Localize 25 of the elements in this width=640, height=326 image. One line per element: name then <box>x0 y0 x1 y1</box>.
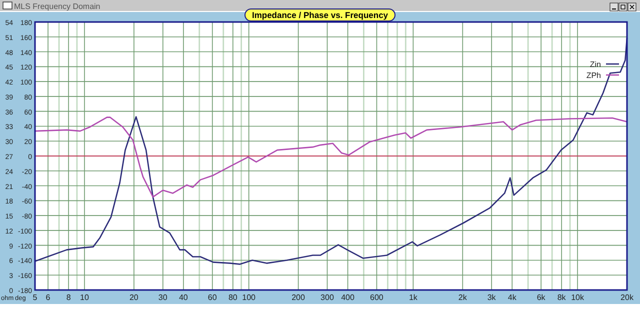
x-tick-label: 20 <box>129 293 139 302</box>
x-tick-label: 8k <box>557 293 567 302</box>
legend-label: ZPh <box>586 71 601 80</box>
x-tick-label: 1k <box>408 293 418 302</box>
text: MLS Frequency Domain <box>14 2 100 11</box>
x-tick-label: 8 <box>66 293 72 302</box>
x-tick-label: 5 <box>32 293 38 302</box>
x-tick-label: 400 <box>341 293 355 302</box>
x-tick-label: 200 <box>292 293 306 302</box>
x-tick-label: 100 <box>242 293 256 302</box>
x-tick-label: 6k <box>536 293 546 302</box>
x-tick-label: 10 <box>80 293 90 302</box>
chart-title: Impedance / Phase vs. Frequency <box>252 10 388 20</box>
x-tick-label: 40 <box>178 293 188 302</box>
x-tick-label: 2k <box>458 293 468 302</box>
x-tick-label: 60 <box>208 293 218 302</box>
x-tick-label: 3k <box>487 293 497 302</box>
x-tick-label: 30 <box>158 293 168 302</box>
x-tick-label: 300 <box>320 293 334 302</box>
x-tick-label: 600 <box>370 293 384 302</box>
x-tick-label: 4k <box>508 293 518 302</box>
x-tick-label: 10k <box>571 293 585 302</box>
x-tick-label: 80 <box>228 293 238 302</box>
x-tick-label: 20k <box>620 293 634 302</box>
x-tick-label: 6 <box>46 293 51 302</box>
